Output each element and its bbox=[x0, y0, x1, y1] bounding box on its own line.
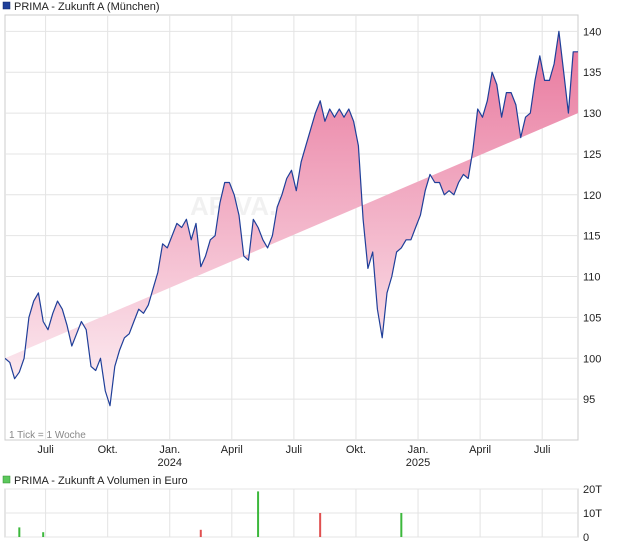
price-x-tick-label: Okt. bbox=[346, 444, 366, 456]
volume-y-tick-label: 20T bbox=[583, 484, 602, 496]
price-x-tick-label: Jan. bbox=[408, 444, 429, 456]
volume-bar bbox=[18, 527, 21, 537]
price-y-tick-label: 125 bbox=[583, 149, 601, 161]
price-x-tick-label: Juli bbox=[37, 444, 54, 456]
price-y-tick-label: 140 bbox=[583, 26, 601, 38]
volume-bar bbox=[257, 491, 260, 537]
volume-legend-swatch bbox=[2, 475, 11, 484]
volume-bar bbox=[319, 513, 322, 537]
price-y-tick-label: 130 bbox=[583, 108, 601, 120]
price-legend-swatch bbox=[2, 1, 11, 10]
price-x-tick-label: Jan. bbox=[159, 444, 180, 456]
price-x-tick-label: Juli bbox=[534, 444, 551, 456]
volume-bar bbox=[199, 529, 202, 537]
price-y-tick-label: 105 bbox=[583, 312, 601, 324]
price-line bbox=[5, 30, 578, 407]
price-y-tick-label: 120 bbox=[583, 190, 601, 202]
volume-y-axis: 0 10T 20T bbox=[583, 484, 602, 544]
volume-bar bbox=[400, 513, 403, 537]
price-x-tick-label: Juli bbox=[286, 444, 303, 456]
price-x-tick-label: April bbox=[469, 444, 491, 456]
price-x-year-label: 2025 bbox=[406, 457, 430, 469]
volume-bar bbox=[42, 532, 45, 537]
volume-chart-title: PRIMA - Zukunft A Volumen in Euro bbox=[14, 475, 188, 487]
price-y-tick-label: 135 bbox=[583, 67, 601, 79]
volume-y-tick-label: 10T bbox=[583, 508, 602, 520]
price-x-year-label: 2024 bbox=[157, 457, 181, 469]
price-series bbox=[5, 30, 578, 407]
price-y-tick-label: 95 bbox=[583, 394, 595, 406]
price-x-tick-label: April bbox=[221, 444, 243, 456]
price-area-fill bbox=[5, 31, 578, 406]
price-y-tick-label: 100 bbox=[583, 353, 601, 365]
price-x-tick-label: Okt. bbox=[98, 444, 118, 456]
tick-note: 1 Tick = 1 Woche bbox=[9, 430, 86, 441]
volume-gridlines bbox=[5, 488, 578, 538]
price-y-tick-label: 110 bbox=[583, 272, 601, 284]
price-y-axis: 95 100 105 110 115 120 125 130 135 140 bbox=[583, 26, 601, 406]
volume-bars bbox=[18, 491, 403, 537]
price-y-tick-label: 115 bbox=[583, 231, 601, 243]
volume-y-tick-label: 0 bbox=[583, 532, 589, 544]
price-chart-title: PRIMA - Zukunft A (München) bbox=[14, 1, 160, 13]
